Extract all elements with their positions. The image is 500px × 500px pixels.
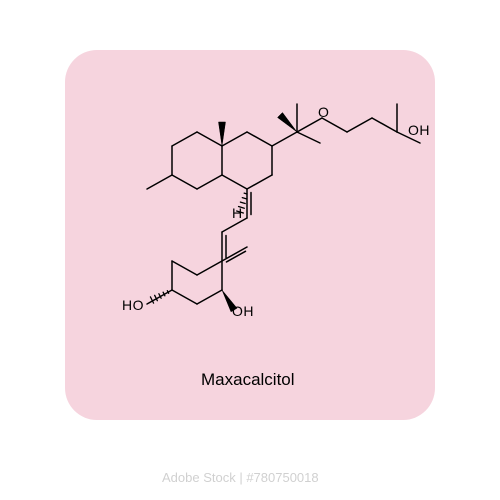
watermark-text: Adobe Stock | #780750018 <box>162 470 319 485</box>
molecule-structure <box>0 0 500 500</box>
compound-name: Maxacalcitol <box>201 370 295 390</box>
atom-label: HO <box>122 297 144 313</box>
atom-label: OH <box>232 303 254 319</box>
diagram-stage: OHOHOHHO Maxacalcitol Adobe Stock | #780… <box>0 0 500 500</box>
atom-label: OH <box>408 122 430 138</box>
atom-label: O <box>318 104 329 120</box>
atom-label: H <box>232 205 243 221</box>
